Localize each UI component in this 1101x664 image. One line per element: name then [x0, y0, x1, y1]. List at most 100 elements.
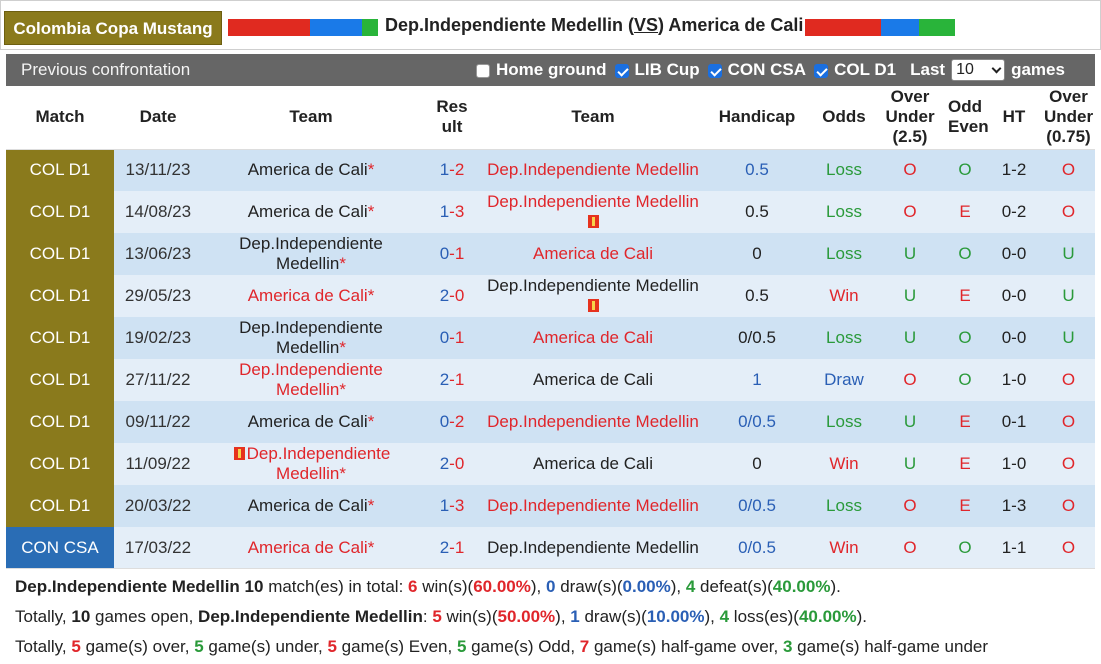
- home-team-link[interactable]: Dep.Independiente Medellin*: [239, 318, 383, 357]
- summary-line-3: Totally, 5 game(s) over, 5 game(s) under…: [15, 637, 989, 656]
- away-team-cell: America de Cali: [484, 233, 702, 275]
- last-games-select[interactable]: 10: [951, 59, 1006, 81]
- section-title: Previous confrontation: [21, 60, 191, 79]
- home-team-link[interactable]: America de Cali*: [248, 538, 375, 557]
- result-cell[interactable]: 0-2: [420, 401, 484, 443]
- away-score: 0: [454, 454, 465, 473]
- ht-score: 1-0: [986, 359, 1042, 401]
- result-cell[interactable]: 2-0: [420, 443, 484, 485]
- away-team-name: America de Cali: [533, 370, 653, 389]
- home-team-link[interactable]: America de Cali*: [248, 412, 375, 431]
- filter-label[interactable]: Home ground: [496, 60, 607, 79]
- table-row: COL D1 11/09/22 Dep.Independiente Medellin…: [6, 443, 1095, 485]
- match-league[interactable]: COL D1: [6, 317, 114, 359]
- ht-score: 0-1: [986, 401, 1042, 443]
- home-team-name: America de Cali: [247, 286, 368, 305]
- away-team-link[interactable]: Dep.Independiente Medellin: [487, 160, 699, 179]
- match-league[interactable]: COL D1: [6, 443, 114, 485]
- away-team-link[interactable]: America de Cali: [533, 328, 653, 347]
- result-cell[interactable]: 2-0: [420, 275, 484, 317]
- home-score: 1: [439, 496, 450, 515]
- away-team-name[interactable]: America de Cali: [668, 15, 804, 35]
- table-row: COL D1 19/02/23 Dep.Independiente Medellin…: [6, 317, 1095, 359]
- home-team-name: Dep.Independiente Medellin: [239, 318, 383, 357]
- away-score: 1: [454, 538, 465, 557]
- away-team-link[interactable]: Dep.Independiente Medellin: [487, 192, 699, 231]
- match-league[interactable]: COL D1: [6, 485, 114, 527]
- result-cell[interactable]: 0-1: [420, 233, 484, 275]
- result-cell[interactable]: 2-1: [420, 359, 484, 401]
- score-separator: -: [449, 454, 455, 473]
- filter-checkbox[interactable]: [476, 64, 490, 78]
- odd-even-value: O: [944, 317, 986, 359]
- home-star: *: [367, 286, 375, 305]
- away-team-link[interactable]: America de Cali: [533, 454, 653, 473]
- chevron-down-icon: [991, 63, 1002, 73]
- home-team-cell: Dep.Independiente Medellin*: [202, 443, 420, 485]
- result-cell[interactable]: 1-2: [420, 149, 484, 191]
- odds-result: Loss: [812, 233, 876, 275]
- summary-team: Dep.Independiente Medellin: [15, 577, 240, 596]
- away-team-link[interactable]: Dep.Independiente Medellin: [487, 412, 699, 431]
- summary-open-wins: 5: [432, 607, 442, 626]
- match-league[interactable]: COL D1: [6, 149, 114, 191]
- summary-defeats: 4: [685, 577, 696, 596]
- home-team-cell: America de Cali*: [202, 401, 420, 443]
- filter-label[interactable]: LIB Cup: [634, 60, 700, 79]
- odds-result: Win: [812, 275, 876, 317]
- over-under-value: U: [876, 317, 944, 359]
- home-star: *: [367, 496, 375, 515]
- match-league[interactable]: CON CSA: [6, 527, 114, 569]
- score-separator: -: [449, 370, 455, 389]
- match-league[interactable]: COL D1: [6, 233, 114, 275]
- filter-checkbox[interactable]: [614, 64, 629, 78]
- away-team-link[interactable]: America de Cali: [533, 244, 653, 263]
- away-team-name: Dep.Independiente Medellin: [487, 412, 699, 431]
- home-team-link[interactable]: America de Cali*: [248, 496, 375, 515]
- away-team-link[interactable]: America de Cali: [533, 370, 653, 389]
- filter-checkbox[interactable]: [707, 64, 722, 78]
- home-team-name: Dep.Independiente Medellin: [239, 360, 383, 399]
- result-cell[interactable]: 2-1: [420, 527, 484, 569]
- over-under-value: O: [876, 359, 944, 401]
- odd-even-value: E: [944, 401, 986, 443]
- vs-link[interactable]: VS: [634, 15, 659, 35]
- result-cell[interactable]: 0-1: [420, 317, 484, 359]
- odd-even-value: O: [944, 149, 986, 191]
- filter-label[interactable]: COL D1: [834, 60, 897, 79]
- home-team-link[interactable]: Dep.Independiente Medellin*: [232, 444, 390, 483]
- home-team-link[interactable]: Dep.Independiente Medellin*: [239, 360, 383, 399]
- odds-result: Loss: [812, 485, 876, 527]
- flag-blue: [881, 19, 919, 36]
- result-cell[interactable]: 1-3: [420, 485, 484, 527]
- result-cell[interactable]: 1-3: [420, 191, 484, 233]
- handicap-value: 0: [702, 443, 812, 485]
- home-team-link[interactable]: America de Cali*: [248, 160, 375, 179]
- home-team-link[interactable]: America de Cali*: [248, 202, 375, 221]
- home-star: *: [339, 464, 346, 483]
- away-team-link[interactable]: Dep.Independiente Medellin: [487, 538, 699, 557]
- match-league[interactable]: COL D1: [6, 359, 114, 401]
- table-row: COL D1 13/06/23 Dep.Independiente Medellin…: [6, 233, 1095, 275]
- filter-label[interactable]: CON CSA: [727, 60, 807, 79]
- match-league[interactable]: COL D1: [6, 275, 114, 317]
- away-team-link[interactable]: Dep.Independiente Medellin: [487, 496, 699, 515]
- away-team-name: Dep.Independiente Medellin: [487, 496, 699, 515]
- over-under-value: U: [876, 275, 944, 317]
- summary-under: 5: [194, 637, 204, 656]
- away-team-link[interactable]: Dep.Independiente Medellin: [487, 276, 699, 315]
- over-under-075-value: O: [1042, 401, 1095, 443]
- handicap-value: 0/0.5: [702, 527, 812, 569]
- home-team-link[interactable]: America de Cali*: [248, 286, 375, 305]
- col-ht: HT: [986, 86, 1042, 150]
- match-league[interactable]: COL D1: [6, 401, 114, 443]
- home-team-name[interactable]: Dep.Independiente Medellin: [385, 15, 624, 35]
- home-team-link[interactable]: Dep.Independiente Medellin*: [239, 234, 383, 273]
- ht-score: 1-2: [986, 149, 1042, 191]
- summary-open-win-pct: 50.00%: [497, 607, 556, 626]
- away-score: 0: [454, 286, 465, 305]
- filter-checkbox[interactable]: [814, 64, 829, 78]
- col-team-away: Team: [484, 86, 702, 150]
- league-badge[interactable]: Colombia Copa Mustang: [4, 11, 222, 45]
- match-league[interactable]: COL D1: [6, 191, 114, 233]
